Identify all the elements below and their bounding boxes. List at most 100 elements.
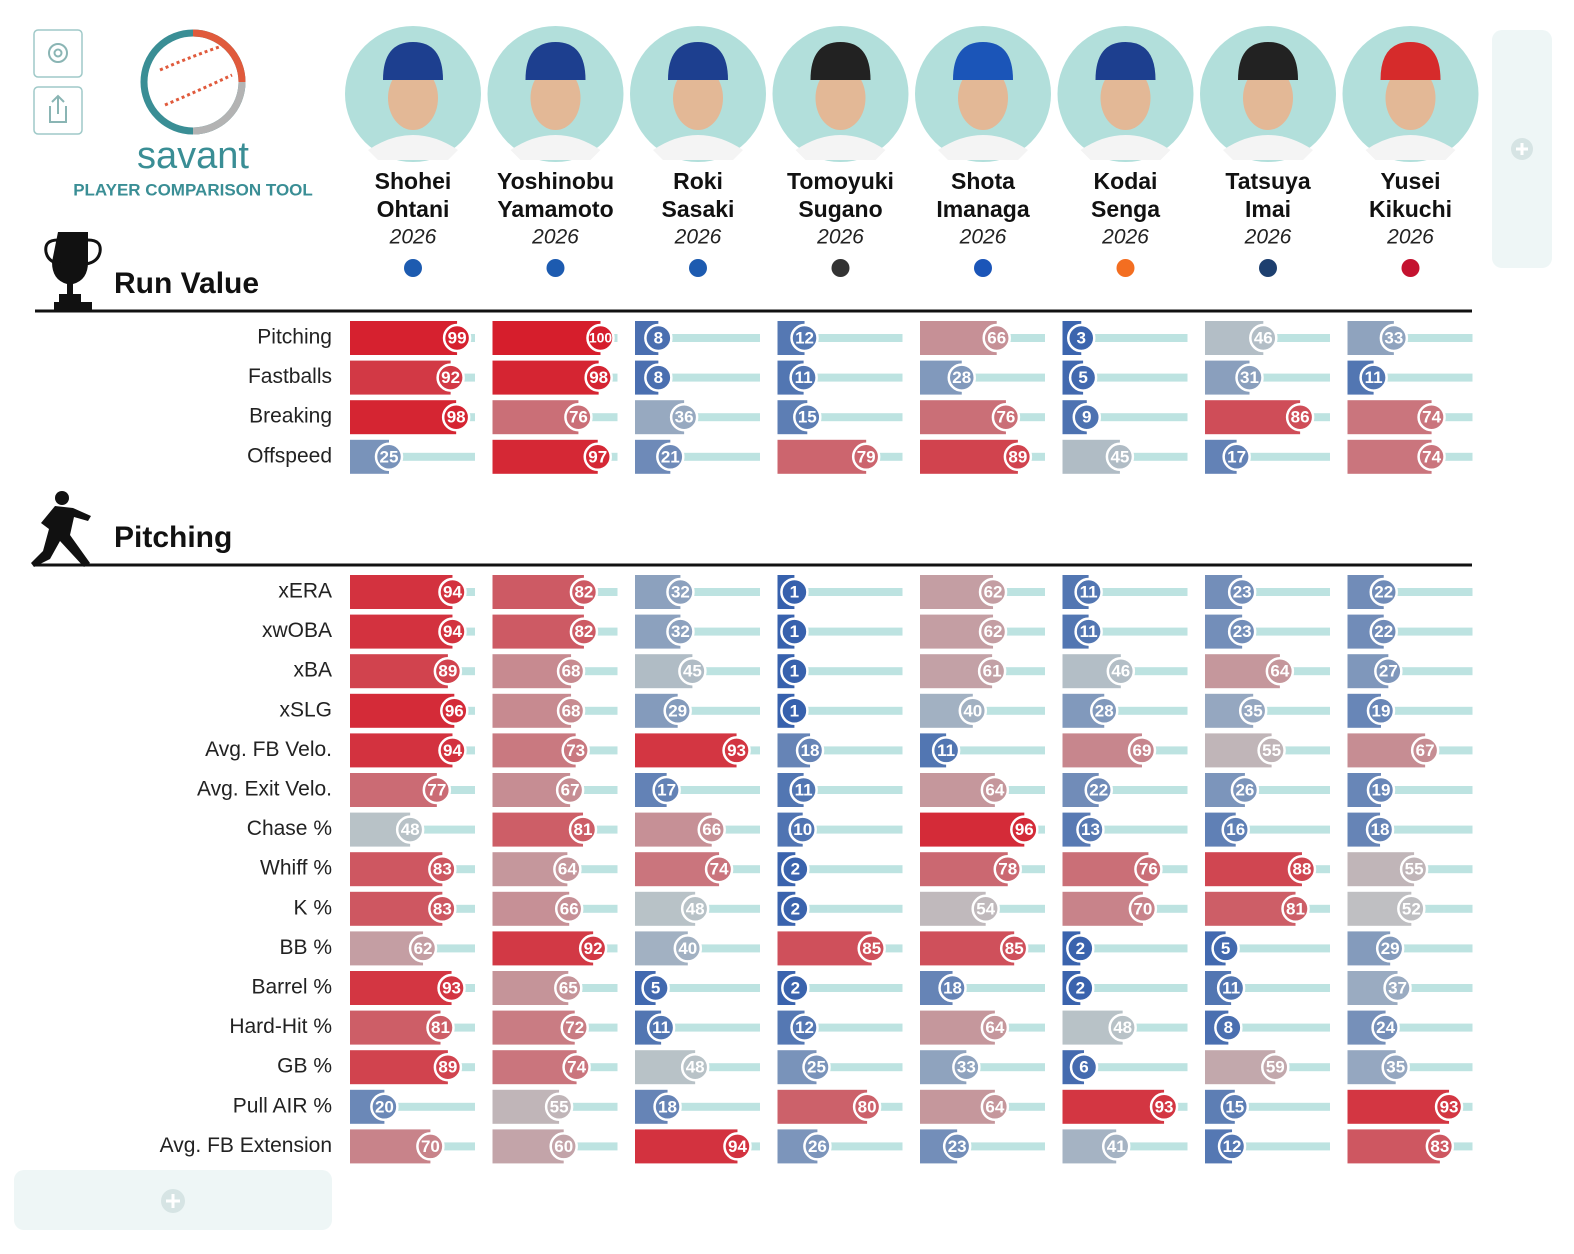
player-face [815,66,866,130]
percentile-badge [1434,1092,1464,1122]
percentile-value: 55 [1405,860,1424,879]
percentile-badge [438,736,467,765]
metric-label: Avg. FB Velo. [205,738,332,761]
percentile-value: 16 [1226,820,1245,839]
percentile-bar [492,439,598,474]
percentile-badge [374,442,404,472]
percentile-value: 2 [1076,939,1085,958]
percentile-value: 74 [1422,408,1441,427]
percentile-badge [1371,1013,1400,1042]
percentile-value: 11 [795,368,813,387]
metric-label: Pitching [257,326,332,349]
percentile-value: 86 [1291,408,1310,427]
percentile-badge [802,1052,831,1082]
percentile-badge [1222,442,1251,472]
player-face [1100,66,1151,130]
percentile-badge [556,656,586,686]
percentile-value: 94 [443,622,462,641]
bar-track [635,984,760,992]
add-player-panel[interactable] [1492,30,1552,268]
percentile-value: 3 [1077,328,1086,347]
percentile-badge [1383,973,1412,1003]
percentile-value: 82 [574,582,593,601]
percentile-value: 74 [567,1058,586,1077]
percentile-bar [350,654,448,689]
percentile-value: 21 [661,447,680,466]
percentile-badge [790,323,819,353]
percentile-badge [1227,577,1257,607]
percentile-value: 76 [1139,860,1158,879]
metric-label: Offspeed [247,444,332,467]
percentile-badge [789,775,818,805]
percentile-value: 64 [985,1018,1004,1037]
bar-track [1062,944,1188,953]
percentile-bar [1205,400,1301,435]
player-shirt [795,135,886,160]
percentile-badge [723,1132,752,1161]
add-metric-panel[interactable] [14,1170,332,1230]
bar-track [1347,667,1473,676]
percentile-bar [492,614,584,649]
percentile-badge [1417,442,1446,472]
bar-track [777,984,903,992]
percentile-bar [920,852,1008,887]
bar-track [1062,706,1188,715]
player-shirt [1080,135,1171,160]
percentile-value: 40 [678,939,697,958]
percentile-badge [977,656,1007,686]
player-season: 2026 [1386,226,1434,249]
percentile-value: 11 [937,741,955,760]
percentile-badge [1074,577,1103,607]
percentile-badge [1238,696,1268,726]
percentile-badge [442,323,472,353]
share-button[interactable] [33,86,83,135]
metric-label: Fastballs [248,365,332,388]
percentile-value: 62 [984,622,1003,641]
player-shirt [368,135,458,160]
percentile-value: 29 [668,701,687,720]
percentile-value: 72 [565,1018,584,1037]
percentile-value: 99 [448,328,467,347]
percentile-value: 80 [858,1097,877,1116]
percentile-badge [790,1013,819,1042]
percentile-badge [578,934,608,963]
percentile-bar [350,575,453,609]
team-logo [689,259,707,277]
percentile-value: 18 [658,1097,677,1116]
player-shirt [510,135,601,160]
percentile-value: 6 [1079,1058,1088,1077]
percentile-badge [1417,402,1446,432]
percentile-badge [1076,815,1105,844]
player-first-name: Shota [951,168,1015,194]
percentile-value: 65 [559,978,578,997]
percentile-value: 100 [589,330,613,346]
bar-track [1062,786,1188,794]
team-logo [1401,259,1420,277]
percentile-badge [788,815,817,844]
percentile-bar [777,931,872,966]
percentile-badge [428,894,457,924]
percentile-badge [803,1132,832,1161]
bar-track [1205,588,1330,596]
percentile-value: 83 [1430,1137,1449,1156]
percentile-badge [673,934,703,963]
bar-track [1062,334,1188,342]
metric-label: Pull AIR % [233,1094,332,1117]
percentile-value: 81 [1286,899,1305,918]
percentile-value: 1 [790,662,799,681]
team-logo [974,259,992,277]
percentile-value: 54 [976,899,995,918]
percentile-value: 79 [857,447,876,466]
bar-track [777,413,903,422]
bar-track [1205,944,1330,953]
percentile-badge [416,1132,445,1161]
percentile-value: 10 [793,820,812,839]
percentile-value: 2 [791,978,800,997]
percentile-bar [1205,891,1296,926]
player-shirt [1223,135,1313,160]
percentile-value: 26 [1235,780,1254,799]
percentile-badge [781,854,810,884]
bar-track [1062,1063,1188,1072]
percentile-bar [1347,1129,1440,1164]
settings-button[interactable] [33,29,83,78]
